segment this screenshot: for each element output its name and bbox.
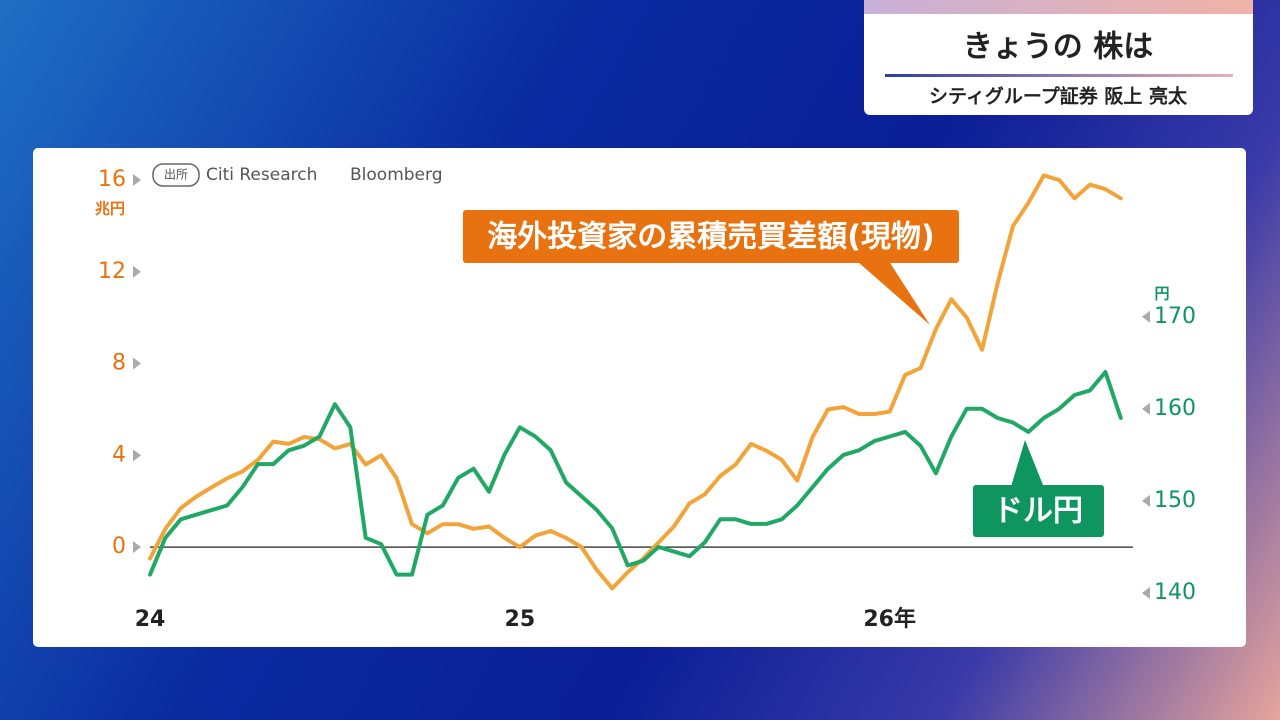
series-label: ドル円: [993, 494, 1083, 529]
series-line: [148, 173, 1123, 591]
y-tick-label: 0: [112, 534, 126, 559]
y-tick-mark: [133, 357, 141, 370]
y-tick-mark: [133, 449, 141, 462]
header-card: [864, 0, 1253, 115]
y2-tick-label: 170: [1154, 304, 1196, 329]
chart-panel: [33, 148, 1246, 647]
source: Citi Research: [206, 165, 317, 185]
callout-pointer: [850, 255, 930, 325]
header-rule: [885, 74, 1233, 77]
y2-axis-unit: 円: [1154, 285, 1169, 303]
source-label: 出所: [164, 168, 188, 182]
y-tick-mark: [133, 541, 141, 554]
y-tick-label: 16: [98, 167, 126, 192]
callout-box: [973, 485, 1104, 537]
y-axis-unit: 兆円: [95, 200, 125, 218]
x-tick-label: 25: [505, 607, 536, 632]
y2-tick-label: 140: [1154, 580, 1196, 605]
y-tick-label: 12: [98, 259, 126, 284]
y2-tick-label: 160: [1154, 396, 1196, 421]
y2-tick-mark: [1142, 587, 1150, 599]
y-tick-label: 4: [112, 442, 126, 467]
header-bar: [864, 0, 1253, 14]
callout-box: [463, 210, 959, 263]
y2-tick-mark: [1142, 494, 1150, 507]
source: Bloomberg: [350, 165, 442, 185]
callout-pointer: [1010, 440, 1045, 490]
y-tick-label: 8: [112, 351, 126, 376]
y2-tick-mark: [1142, 402, 1150, 415]
y-tick-mark: [133, 265, 141, 278]
x-tick-label: 24: [135, 607, 166, 632]
series-label: 海外投資家の累積売買差額(現物): [487, 220, 934, 255]
plot: 0 4 8 12 16 140 150 160 170 24 25 26年: [98, 167, 1196, 632]
header-title: きょうの 株は: [963, 30, 1153, 65]
y2-tick-label: 150: [1154, 488, 1196, 513]
source-badge: [152, 163, 200, 187]
y2-tick-mark: [1142, 310, 1150, 323]
header-subtitle: シティグループ証券 阪上 亮太: [929, 85, 1188, 108]
x-tick-label: 26年: [863, 606, 916, 632]
series-line: [148, 370, 1123, 577]
y-tick-mark: [133, 173, 141, 186]
